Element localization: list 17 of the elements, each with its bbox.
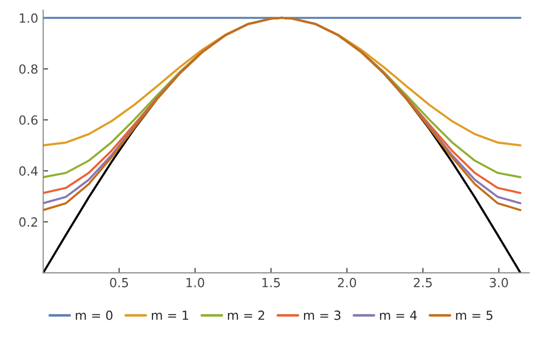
x-tick-label: 0.5 bbox=[110, 278, 128, 288]
legend-label: m = 2 bbox=[228, 310, 264, 320]
x-tick-label: 2.5 bbox=[414, 278, 432, 288]
y-tick-label: 0.4 bbox=[19, 166, 38, 176]
y-tick-label: 0.2 bbox=[19, 217, 38, 227]
y-tick-label: 1.0 bbox=[20, 13, 38, 23]
x-tick-label: 1.0 bbox=[186, 278, 204, 288]
legend-label: m = 5 bbox=[456, 310, 492, 320]
x-tick-label: 3.0 bbox=[490, 278, 508, 288]
y-tick-label: 0.6 bbox=[19, 115, 38, 125]
y-tick-label: 0.8 bbox=[19, 64, 38, 74]
x-tick-label: 2.0 bbox=[338, 278, 356, 288]
legend-label: m = 1 bbox=[152, 310, 188, 320]
legend-label: m = 3 bbox=[304, 310, 340, 320]
x-tick-label: 1.5 bbox=[262, 278, 280, 288]
legend-label: m = 4 bbox=[380, 310, 417, 320]
legend-label: m = 0 bbox=[76, 310, 112, 320]
